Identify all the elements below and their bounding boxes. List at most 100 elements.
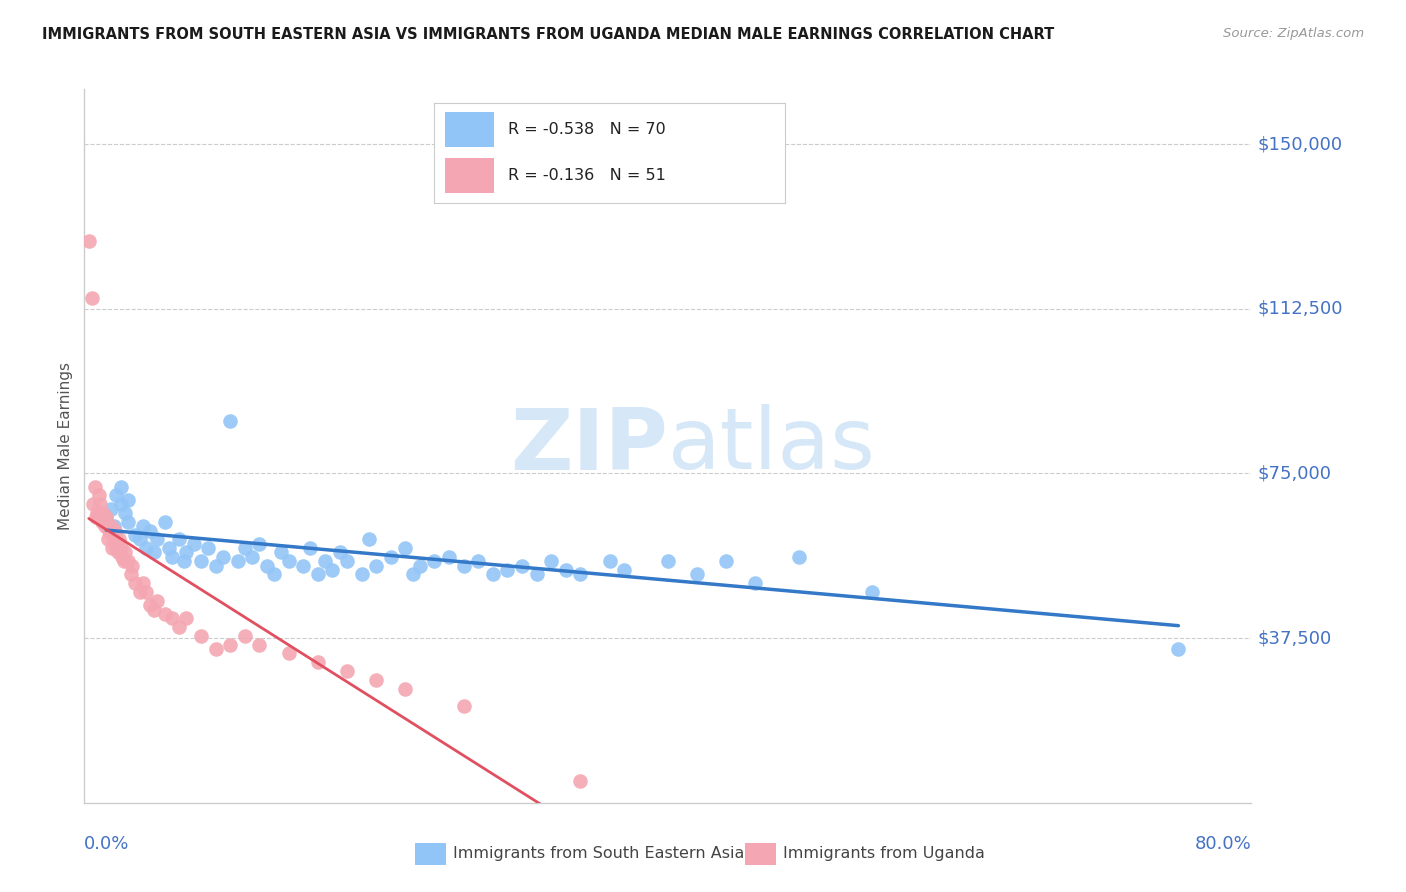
Point (96, 510, 118, 524)
Text: $112,500: $112,500 (1257, 300, 1343, 318)
Point (219, 414, 242, 428)
Point (111, 549, 134, 564)
Text: 80.0%: 80.0% (1195, 835, 1251, 853)
Point (409, 558, 432, 573)
Point (120, 567, 142, 582)
Point (139, 524, 162, 538)
Point (167, 620, 190, 634)
Point (307, 567, 329, 582)
Point (89, 497, 111, 511)
Point (599, 554, 621, 568)
Text: 0.0%: 0.0% (84, 835, 129, 853)
Point (240, 549, 263, 564)
Point (657, 554, 679, 568)
Point (135, 585, 157, 599)
Text: atlas: atlas (668, 404, 876, 488)
Point (160, 549, 183, 564)
Point (176, 611, 198, 625)
Point (104, 524, 127, 538)
Point (686, 567, 709, 582)
Point (84, 510, 107, 524)
Point (110, 497, 132, 511)
Point (204, 642, 226, 657)
Point (481, 567, 505, 582)
Point (173, 554, 195, 568)
Point (117, 515, 139, 529)
Point (176, 545, 198, 559)
Point (112, 554, 135, 568)
Point (91, 506, 114, 520)
Point (108, 533, 131, 547)
Text: IMMIGRANTS FROM SOUTH EASTERN ASIA VS IMMIGRANTS FROM UGANDA MEDIAN MALE EARNING: IMMIGRANTS FROM SOUTH EASTERN ASIA VS IM… (42, 27, 1054, 42)
Point (190, 629, 212, 643)
Point (233, 541, 256, 555)
Point (132, 519, 155, 533)
Point (132, 576, 155, 591)
Point (146, 594, 169, 608)
Point (569, 567, 592, 582)
Point (336, 554, 359, 568)
Point (197, 541, 219, 555)
Point (219, 638, 242, 652)
Point (146, 533, 169, 547)
Point (97, 533, 120, 547)
Point (121, 558, 143, 573)
Point (453, 699, 475, 714)
Point (82, 497, 104, 511)
Point (467, 554, 489, 568)
Point (613, 563, 636, 577)
Point (128, 533, 150, 547)
Point (321, 563, 343, 577)
Point (105, 488, 128, 502)
Point (98, 524, 121, 538)
Point (110, 541, 132, 555)
Point (233, 629, 256, 643)
Point (117, 554, 139, 568)
Point (117, 492, 139, 507)
Point (135, 541, 157, 555)
Point (423, 554, 446, 568)
Point (263, 567, 285, 582)
Point (94, 519, 117, 533)
Point (124, 576, 146, 591)
Text: $150,000: $150,000 (1257, 135, 1343, 153)
Point (212, 549, 235, 564)
Point (277, 554, 299, 568)
Point (247, 638, 270, 652)
Point (80, 291, 103, 305)
Point (569, 773, 592, 788)
Point (100, 501, 122, 516)
Point (270, 545, 292, 559)
Point (114, 545, 136, 559)
Point (380, 549, 402, 564)
Point (226, 554, 249, 568)
Point (96, 510, 118, 524)
Point (139, 598, 162, 612)
Point (107, 545, 129, 559)
Point (128, 585, 150, 599)
Point (714, 554, 737, 568)
Point (77, 234, 100, 248)
Point (350, 567, 373, 582)
Point (401, 567, 423, 582)
Point (510, 558, 533, 573)
Point (496, 563, 519, 577)
Point (110, 480, 132, 494)
Point (153, 515, 176, 529)
Point (247, 537, 270, 551)
Text: Immigrants from Uganda: Immigrants from Uganda (783, 847, 986, 861)
Point (114, 506, 136, 520)
Point (299, 541, 322, 555)
Point (160, 611, 183, 625)
Point (103, 533, 125, 547)
Point (394, 681, 416, 696)
Text: $75,000: $75,000 (1257, 465, 1331, 483)
Point (190, 554, 212, 568)
Point (167, 533, 190, 547)
Point (83, 480, 105, 494)
Point (183, 537, 205, 551)
Text: $37,500: $37,500 (1257, 629, 1331, 647)
Point (1167, 642, 1189, 657)
Point (394, 541, 416, 555)
Point (437, 549, 460, 564)
